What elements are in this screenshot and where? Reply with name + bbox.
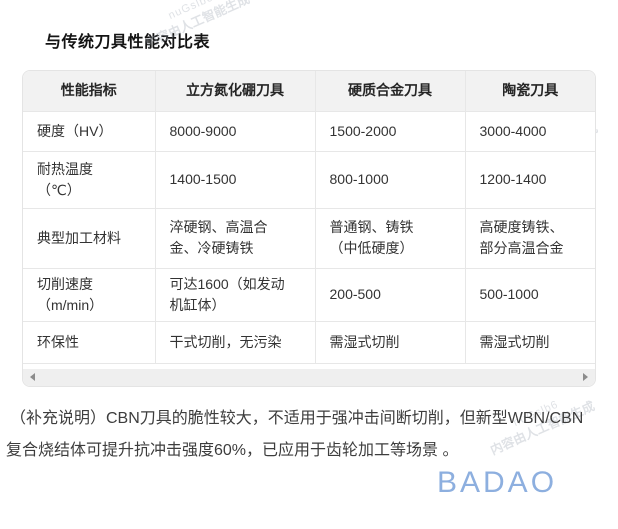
cell-ceramic: 需湿式切削 bbox=[465, 321, 595, 364]
header-cell-metric: 性能指标 bbox=[23, 71, 156, 112]
cell-cbn: 8000-9000 bbox=[155, 111, 316, 152]
cell-carbide: 200-500 bbox=[315, 268, 466, 322]
cell-cbn: 淬硬钢、高温合 金、冷硬铸铁 bbox=[155, 208, 316, 269]
comparison-table-container: 性能指标 立方氮化硼刀具 硬质合金刀具 陶瓷刀具 硬度（HV） 8000-900… bbox=[22, 70, 596, 387]
header-cell-ceramic: 陶瓷刀具 bbox=[465, 71, 595, 112]
header-cell-carbide: 硬质合金刀具 bbox=[315, 71, 466, 112]
cell-ceramic: 高硬度铸铁、 部分高温合金 bbox=[465, 208, 595, 269]
cell-ceramic: 1200-1400 bbox=[465, 151, 595, 209]
cell-metric: 耐热温度 （℃） bbox=[23, 151, 156, 209]
page-title: 与传统刀具性能对比表 bbox=[45, 34, 211, 51]
supplementary-note: （补充说明）CBN刀具的脆性较大，不适用于强冲击间断切削，但新型WBN/CBN … bbox=[6, 410, 584, 459]
cell-carbide: 800-1000 bbox=[315, 151, 466, 209]
cell-carbide: 需湿式切削 bbox=[315, 321, 466, 364]
table-row: 硬度（HV） 8000-9000 1500-2000 3000-4000 bbox=[23, 111, 595, 152]
cell-metric: 切削速度 （m/min） bbox=[23, 268, 156, 322]
badao-logo: BADAO bbox=[437, 466, 558, 499]
table-row: 耐热温度 （℃） 1400-1500 800-1000 1200-1400 bbox=[23, 151, 595, 209]
cell-cbn: 干式切削，无污染 bbox=[155, 321, 316, 364]
scroll-left-arrow-icon[interactable] bbox=[30, 373, 35, 381]
table-row: 典型加工材料 淬硬钢、高温合 金、冷硬铸铁 普通钢、铸铁 （中低硬度） 高硬度铸… bbox=[23, 208, 595, 269]
cell-cbn: 可达1600（如发动 机缸体） bbox=[155, 268, 316, 322]
comparison-table: 性能指标 立方氮化硼刀具 硬质合金刀具 陶瓷刀具 硬度（HV） 8000-900… bbox=[23, 71, 595, 364]
table-row: 切削速度 （m/min） 可达1600（如发动 机缸体） 200-500 500… bbox=[23, 268, 595, 322]
header-cell-cbn: 立方氮化硼刀具 bbox=[155, 71, 316, 112]
cell-metric: 硬度（HV） bbox=[23, 111, 156, 152]
cell-cbn: 1400-1500 bbox=[155, 151, 316, 209]
cell-carbide: 普通钢、铸铁 （中低硬度） bbox=[315, 208, 466, 269]
cell-carbide: 1500-2000 bbox=[315, 111, 466, 152]
cell-metric: 环保性 bbox=[23, 321, 156, 364]
cell-metric: 典型加工材料 bbox=[23, 208, 156, 269]
cell-ceramic: 500-1000 bbox=[465, 268, 595, 322]
scroll-right-arrow-icon[interactable] bbox=[583, 373, 588, 381]
cell-ceramic: 3000-4000 bbox=[465, 111, 595, 152]
table-header-row: 性能指标 立方氮化硼刀具 硬质合金刀具 陶瓷刀具 bbox=[23, 71, 595, 112]
horizontal-scrollbar[interactable] bbox=[23, 368, 595, 386]
table-row: 环保性 干式切削，无污染 需湿式切削 需湿式切削 bbox=[23, 321, 595, 364]
